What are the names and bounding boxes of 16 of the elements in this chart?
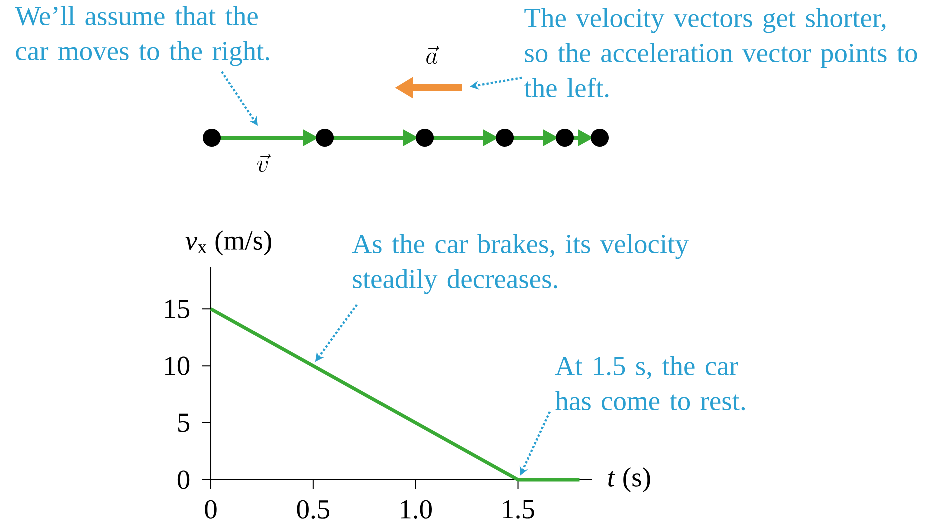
y-tick-label: 5 [178, 414, 190, 432]
x-tick-label: 1.0 [401, 500, 432, 520]
x-tick-label: 1.5 [503, 500, 534, 519]
annotation: As the car brakes, its velocity steadily decreases. [352, 234, 689, 294]
x-axis-title: t (s) [608, 468, 650, 492]
y-tick-label: 15 [166, 300, 190, 318]
x-tick-label: 0 [205, 500, 217, 519]
x-tick-label: 0.5 [297, 500, 330, 520]
text: The velocity vectors get shorter, so the acceleration vector points to the left. [524, 8, 918, 98]
y-tick-label: 0 [178, 470, 190, 490]
y-axis-title: v$_{x}$ (m/s) [186, 230, 272, 256]
y-tick-label: 10 [166, 356, 190, 376]
annotation: At 1.5 s, the car has come to rest. [555, 356, 746, 411]
text: We’ll assume that the car moves to the right. [15, 6, 270, 66]
text: $\vec{a}$ [426, 46, 440, 64]
text: $\vec{v}$ [257, 154, 272, 172]
